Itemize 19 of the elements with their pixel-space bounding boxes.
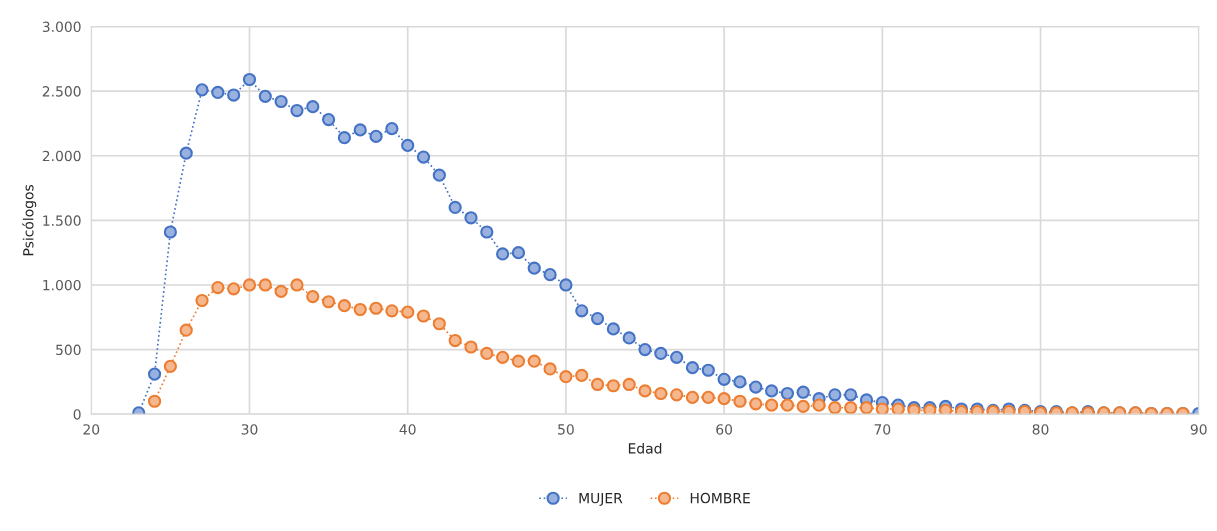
y-tick-label: 1.000: [43, 279, 81, 291]
x-tick-label: 90: [1190, 424, 1207, 435]
legend-label: HOMBRE: [690, 492, 750, 504]
x-tick-label: 30: [241, 424, 258, 435]
x-tick-label: 70: [874, 424, 891, 435]
x-tick-label: 60: [716, 424, 733, 435]
y-tick-label: 3.000: [42, 21, 81, 33]
y-tick-label: 1.500: [43, 215, 81, 226]
y-tick-label: 2.500: [42, 86, 81, 97]
y-tick-label: 500: [56, 344, 81, 356]
y-tick-label: 2.000: [42, 150, 81, 162]
x-tick-label: 40: [399, 424, 416, 435]
x-tick-label: 80: [1032, 424, 1049, 435]
y-tick-label: 0: [73, 409, 81, 420]
legend-label: MUJER: [579, 493, 623, 506]
y-axis-title: Psicólogos: [22, 184, 37, 256]
x-tick-label: 20: [83, 424, 100, 435]
x-axis-title: Edad: [628, 442, 662, 454]
x-tick-label: 50: [558, 424, 574, 435]
